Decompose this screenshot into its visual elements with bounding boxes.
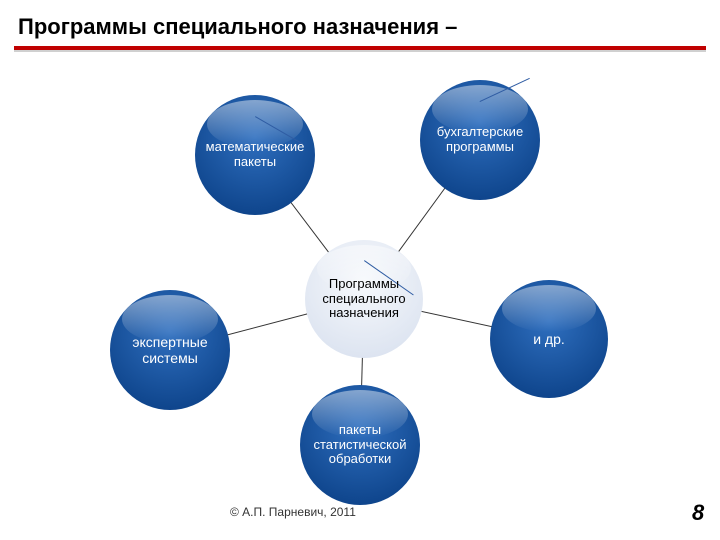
node-stats: пакеты статистической обработки bbox=[300, 385, 420, 505]
node-label-center: Программы специального назначения bbox=[305, 277, 423, 322]
node-label-other: и др. bbox=[527, 331, 571, 347]
node-shine bbox=[502, 285, 596, 332]
node-expert: экспертные системы bbox=[110, 290, 230, 410]
title-underline-sub bbox=[14, 50, 706, 52]
node-label-accounting: бухгалтерские программы bbox=[420, 125, 540, 155]
node-label-stats: пакеты статистической обработки bbox=[300, 423, 420, 468]
page-title: Программы специального назначения – bbox=[18, 14, 457, 40]
node-other: и др. bbox=[490, 280, 608, 398]
node-label-math: математические пакеты bbox=[195, 140, 315, 170]
node-math: математические пакеты bbox=[195, 95, 315, 215]
node-label-expert: экспертные системы bbox=[110, 334, 230, 366]
node-accounting: бухгалтерские программы bbox=[420, 80, 540, 200]
copyright-footer: © А.П. Парневич, 2011 bbox=[230, 505, 356, 519]
node-center: Программы специального назначения bbox=[305, 240, 423, 358]
page-number: 8 bbox=[692, 500, 704, 526]
